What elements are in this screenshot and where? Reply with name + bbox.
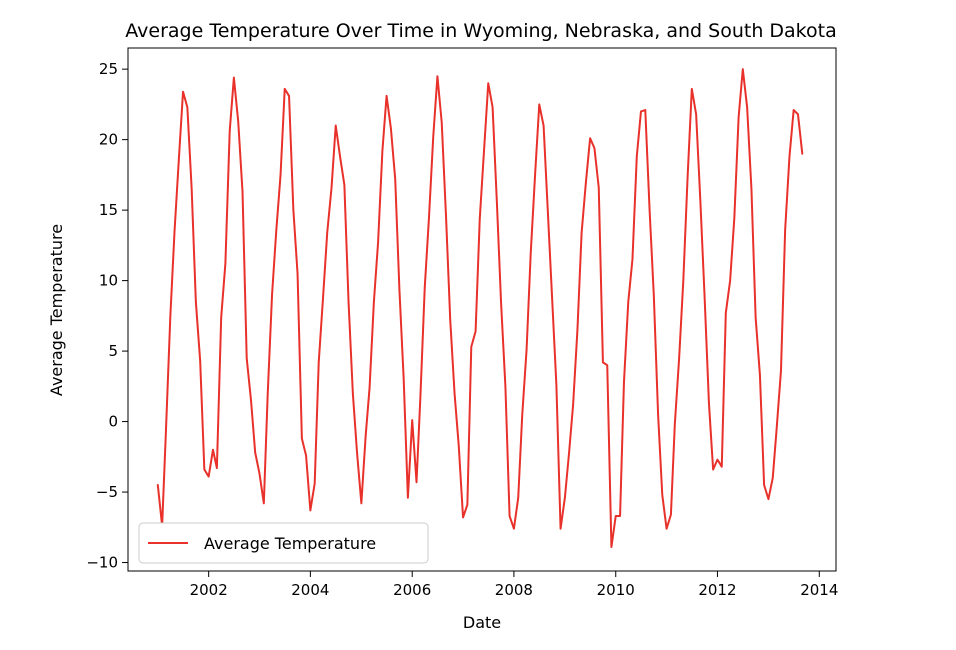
x-tick-label: 2008 — [495, 581, 533, 599]
legend-box — [138, 522, 429, 564]
chart-title: Average Temperature Over Time in Wyoming… — [125, 20, 836, 42]
series-layer — [156, 68, 804, 549]
legend-label: Average Temperature — [204, 534, 376, 553]
x-tick-label: 2010 — [597, 581, 635, 599]
x-tick-label: 2006 — [393, 581, 431, 599]
y-axis: 25 20 15 10 5 0 −5 −10 — [86, 60, 128, 572]
y-tick-label: 10 — [99, 272, 118, 290]
legend: Average Temperature — [138, 522, 429, 564]
y-tick-label: 0 — [108, 413, 118, 431]
y-tick-label: 20 — [99, 131, 118, 149]
plot-area — [128, 48, 836, 571]
x-axis: 2002 2004 2006 2008 2010 2012 2014 — [190, 571, 838, 599]
y-tick-label: 25 — [99, 60, 118, 78]
series-line-average-temperature — [156, 68, 804, 549]
y-axis-title: Average Temperature — [47, 224, 66, 396]
x-tick-label: 2004 — [291, 581, 329, 599]
y-tick-label: 15 — [99, 201, 118, 219]
y-tick-label: −10 — [86, 554, 118, 572]
plot-frame — [127, 47, 837, 572]
x-tick-label: 2014 — [800, 581, 838, 599]
x-tick-label: 2012 — [698, 581, 736, 599]
y-tick-label: −5 — [96, 483, 118, 501]
x-axis-title: Date — [463, 613, 501, 632]
y-tick-label: 5 — [108, 342, 118, 360]
x-tick-label: 2002 — [190, 581, 228, 599]
